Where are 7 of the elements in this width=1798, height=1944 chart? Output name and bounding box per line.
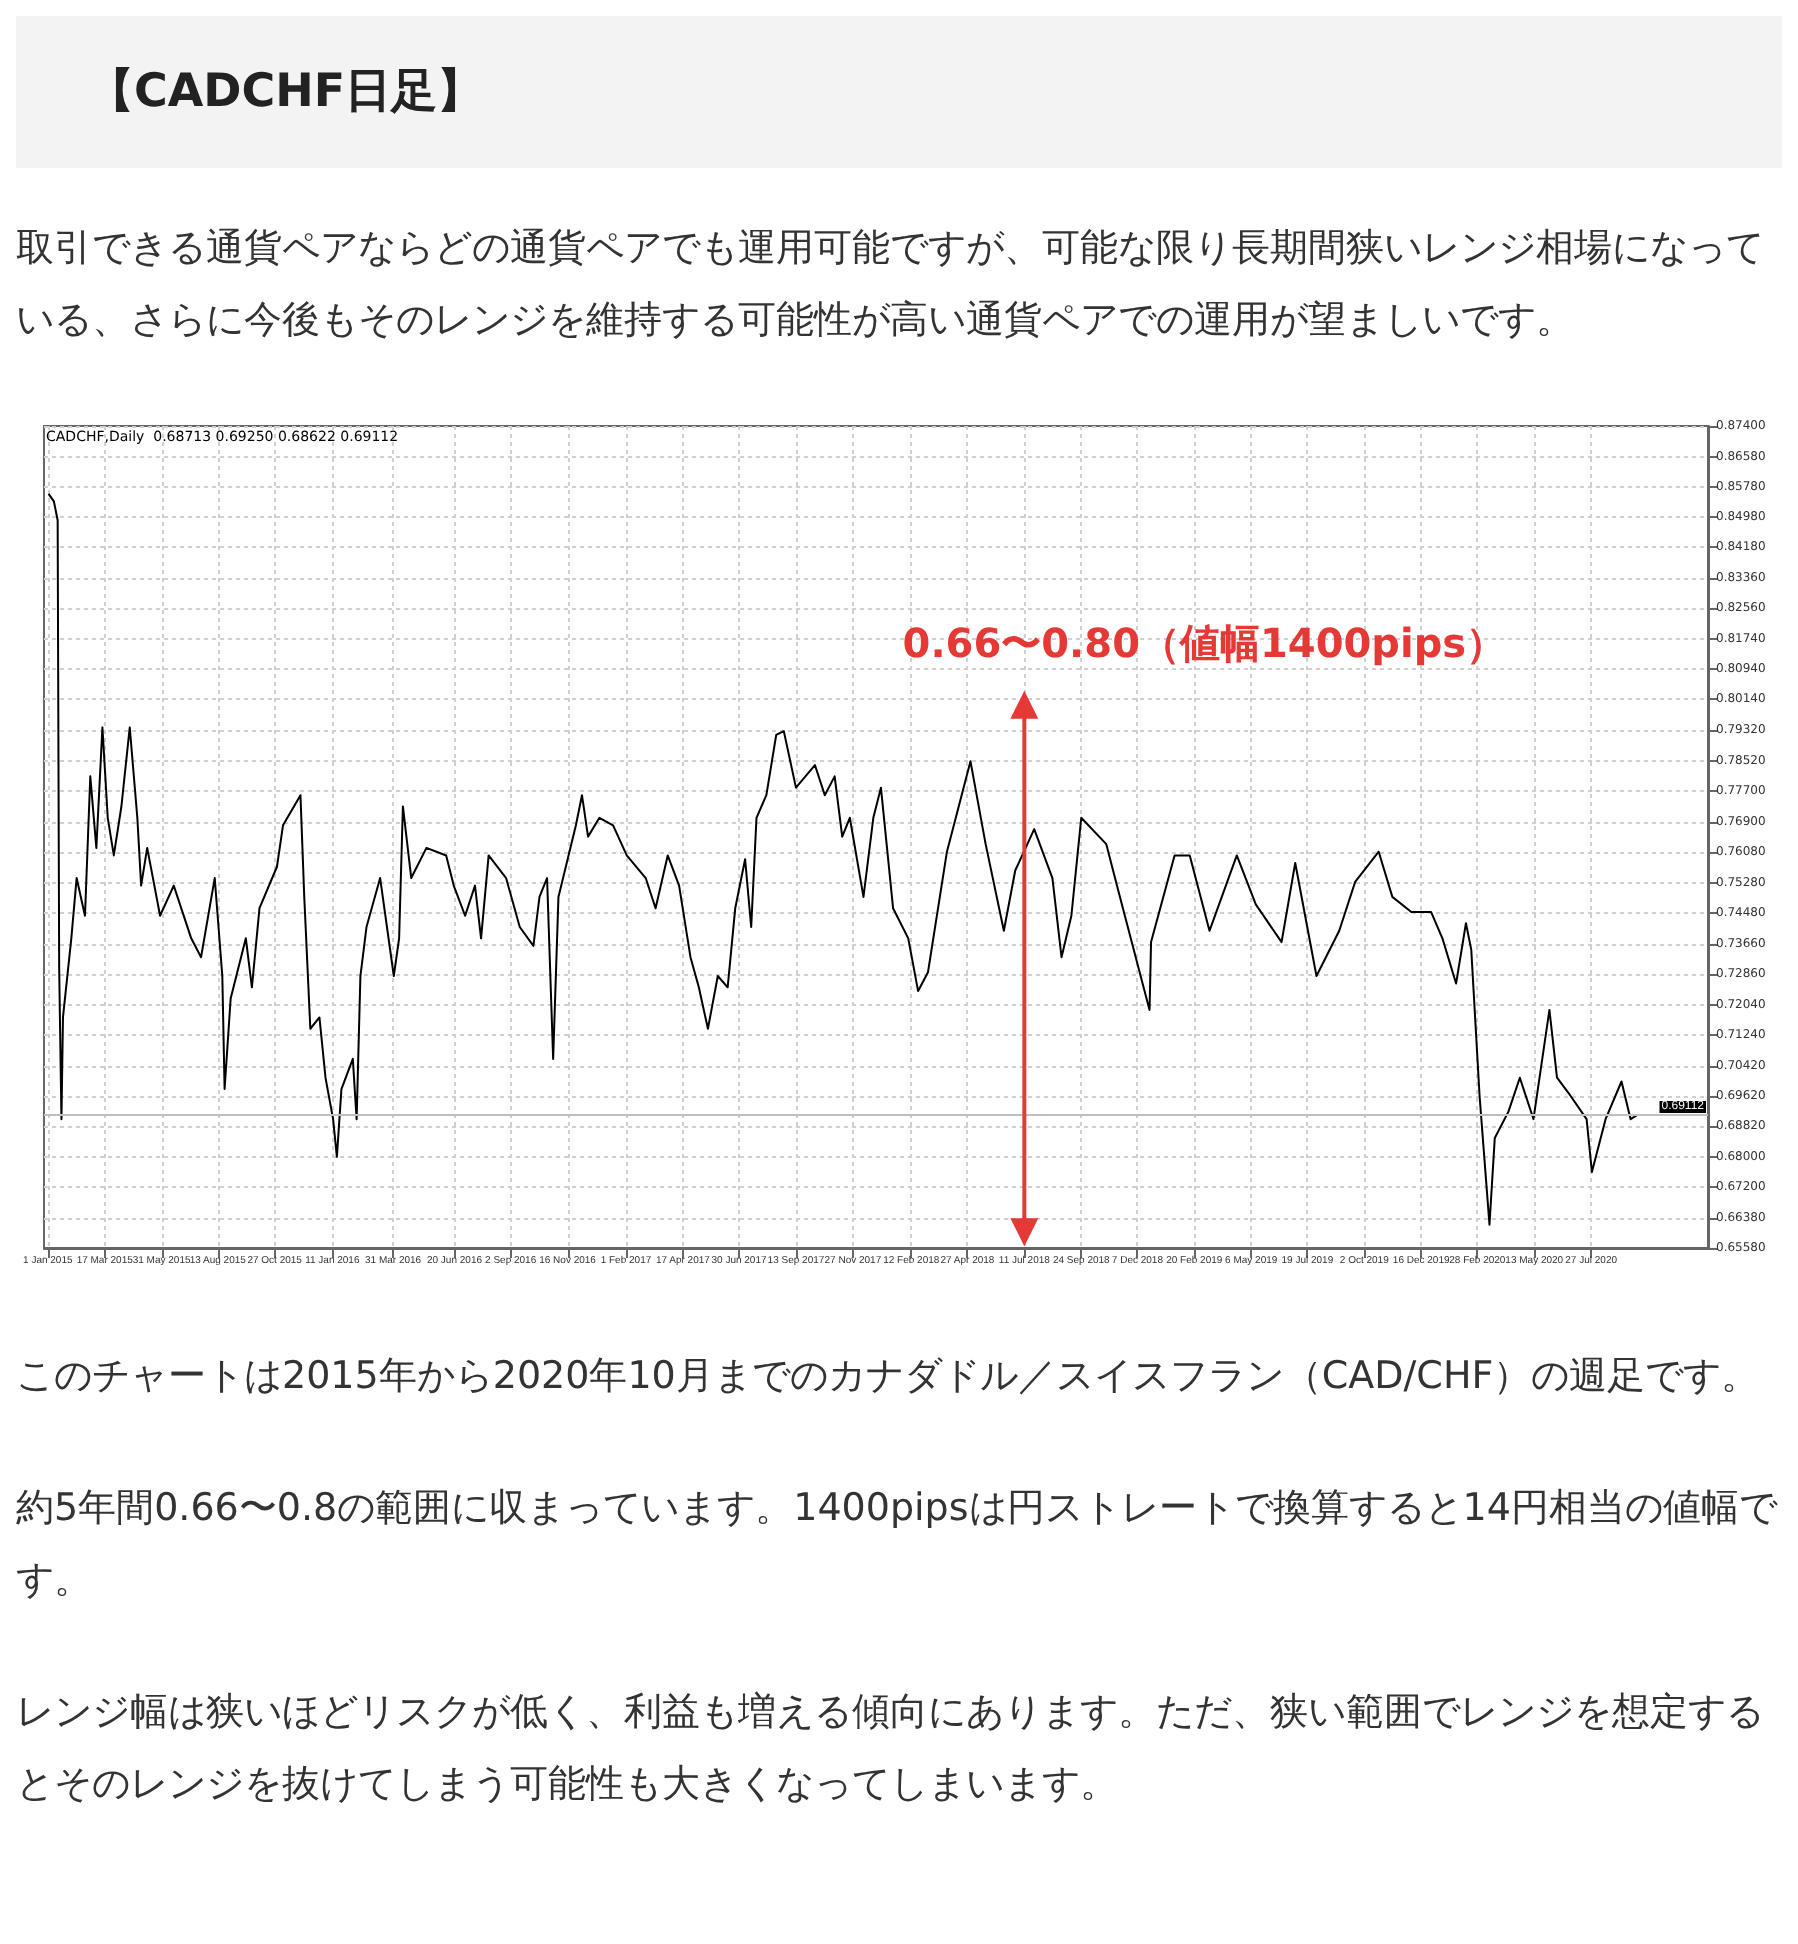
chart-title: 【CADCHF日足】 — [88, 64, 486, 122]
text: レンジ幅は狭いほどリスクが低く、利益も増える傾向にあります。ただ、狭い範囲でレンジを想定するとそのレンジを抜けてしまう可能性も大きくなってしまいます。 — [16, 1688, 1766, 1810]
text: 取引できる通貨ペアならどの通貨ペアでも運用可能ですが、可能な限り長期間狭いレンジ相場になっている、さらに今後もそのレンジを維持する可能性が高い通貨ペアでの運用が望ましいです。 — [16, 224, 1766, 346]
text: このチャートは2015年から2020年10月までのカナダドル／スイスフラン（CAD/CHF）の週足です。 — [16, 1352, 1762, 1402]
text: 約5年間0.66〜0.8の範囲に収まっています。1400pipsは円ストレートで換算すると14円相当の値幅です。 — [16, 1484, 1780, 1606]
text: 0.66〜0.80（値幅1400pips） — [902, 618, 1507, 667]
line-series — [47, 492, 1638, 1226]
